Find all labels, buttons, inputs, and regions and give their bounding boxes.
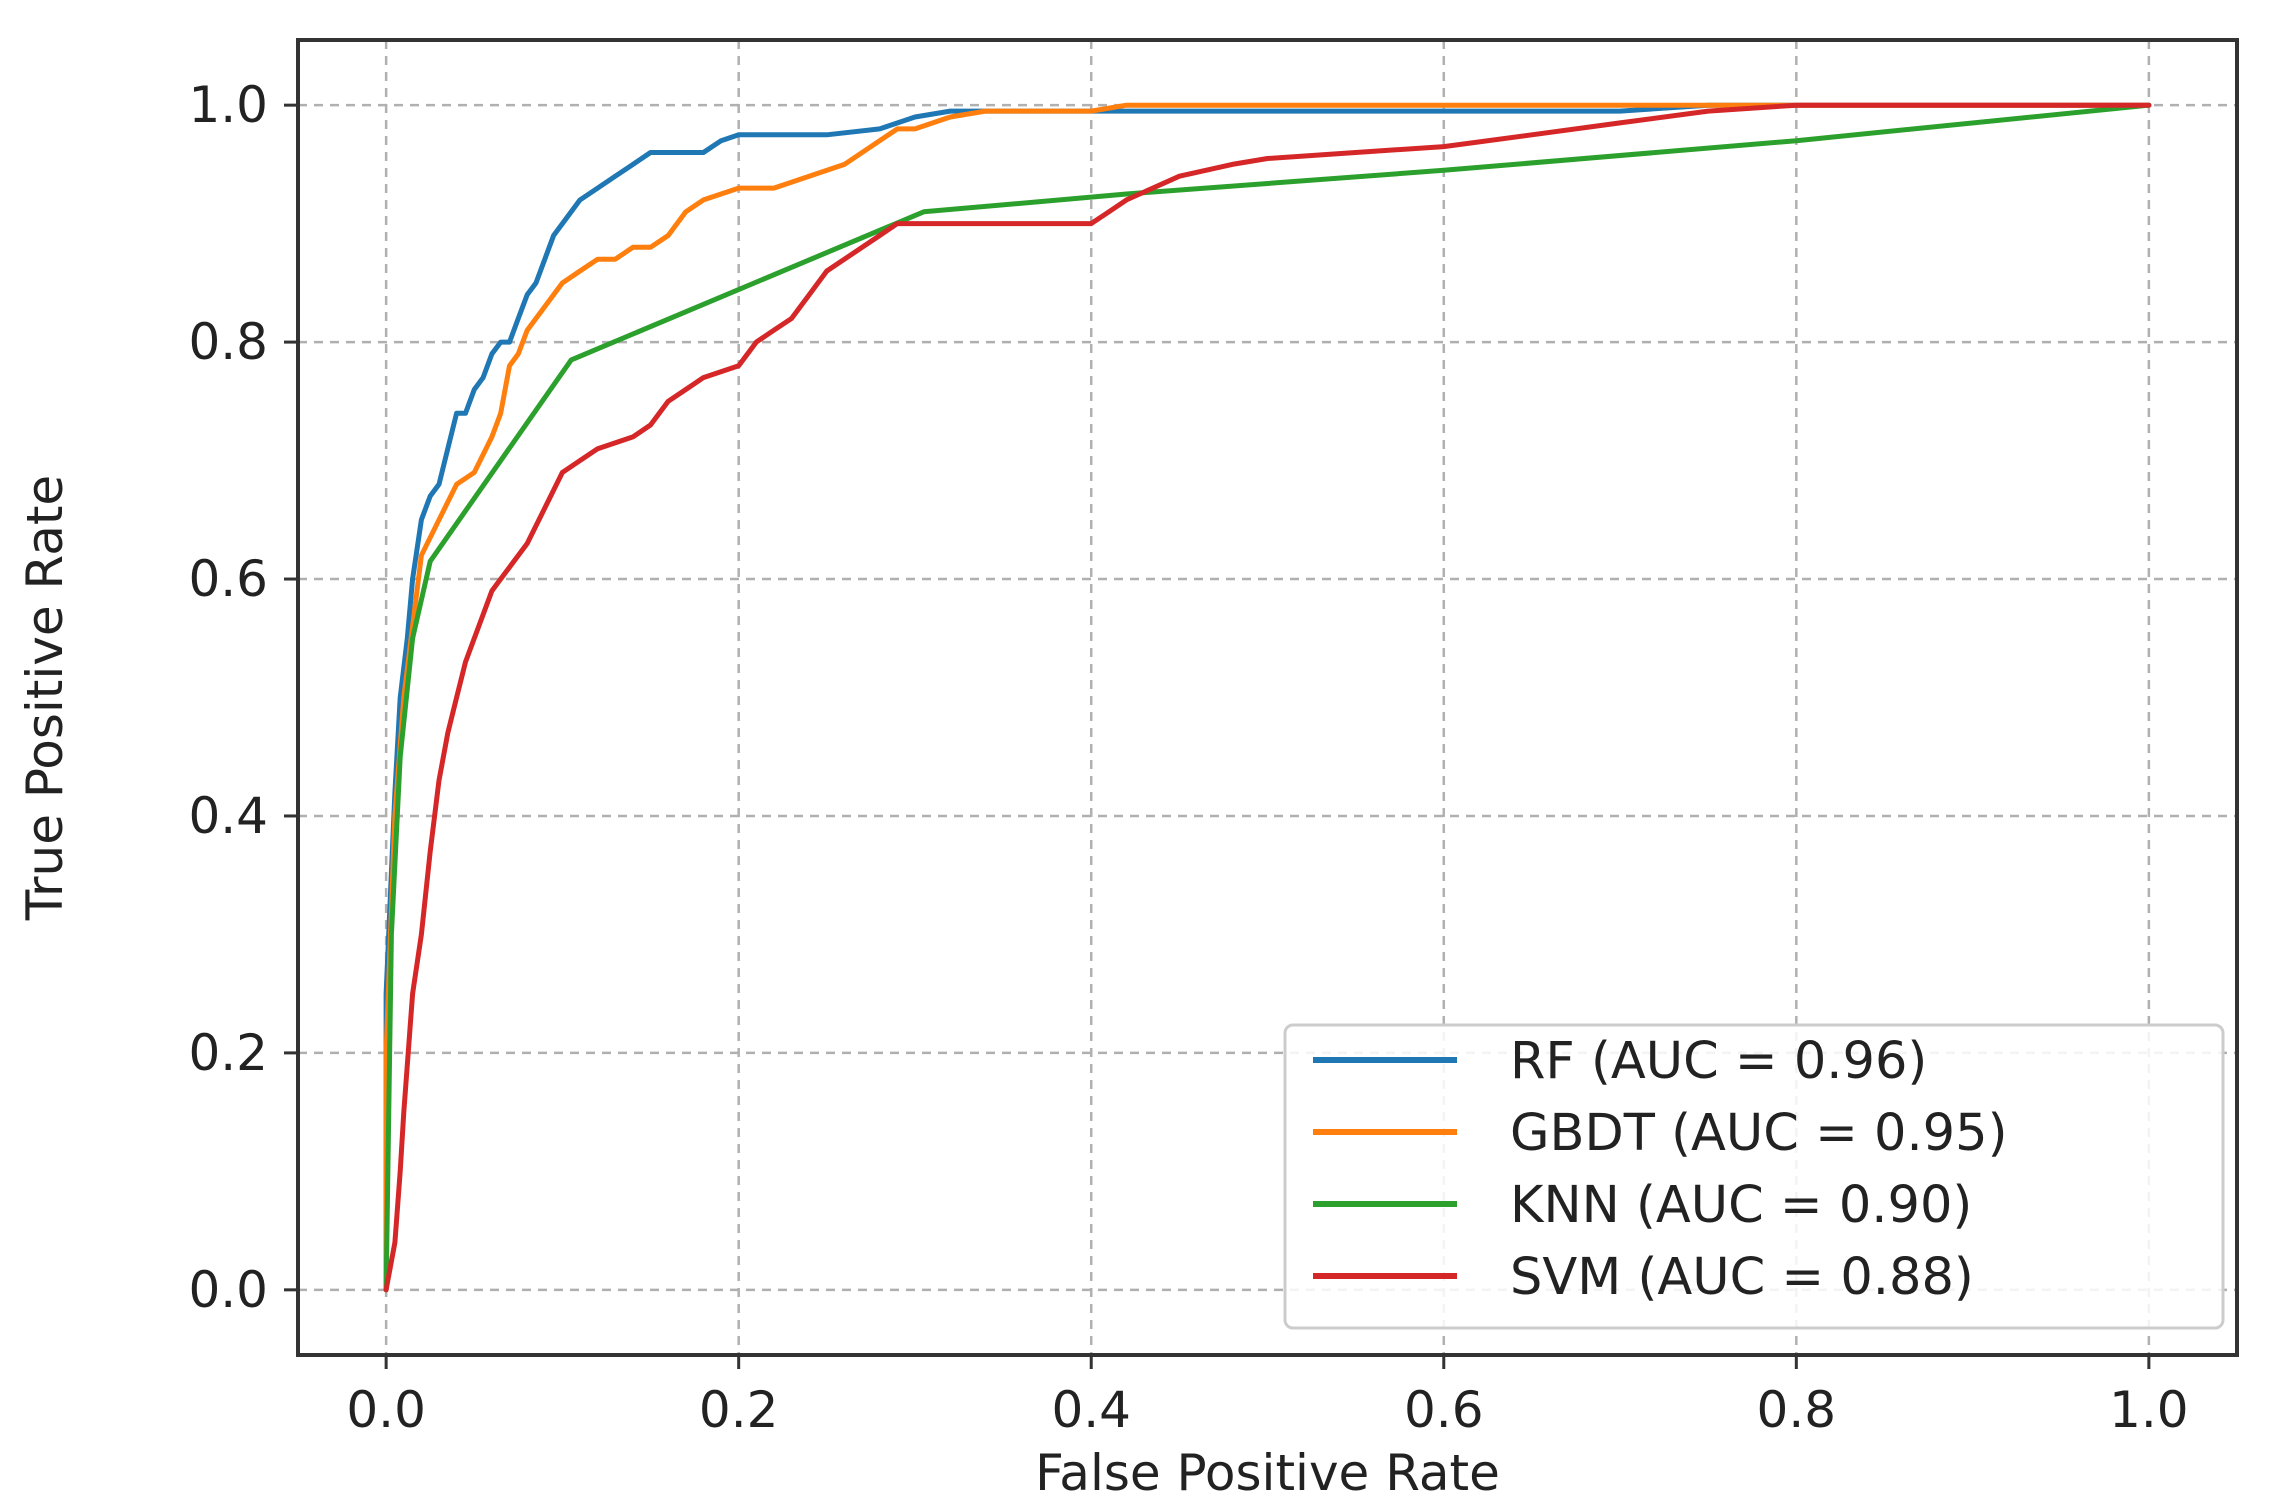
series-line-3 <box>383 102 2152 1293</box>
y-tick-label: 0.8 <box>188 313 268 371</box>
series-line-2 <box>383 102 2152 1293</box>
legend: RF (AUC = 0.96) GBDT (AUC = 0.95) KNN (AUC… <box>1283 1023 2225 1330</box>
x-tick-label: 0.2 <box>699 1381 779 1439</box>
legend-box <box>1283 1023 2225 1330</box>
x-tick-label: 0.0 <box>346 1381 426 1439</box>
plot-frame <box>296 38 2239 1357</box>
series-lines <box>383 102 2152 1293</box>
y-tick-label: 0.4 <box>188 787 268 845</box>
x-tick-label: 0.8 <box>1757 1381 1837 1439</box>
legend-label-1: GBDT (AUC = 0.95) <box>1510 1104 2007 1163</box>
y-axis-label: True Positive Rate <box>16 475 74 921</box>
y-tick-label: 0.0 <box>188 1261 268 1319</box>
legend-label-3: SVM (AUC = 0.88) <box>1510 1248 1974 1307</box>
x-axis-label: False Positive Rate <box>1035 1444 1500 1502</box>
x-tick-label: 0.4 <box>1051 1381 1131 1439</box>
legend-label-0: RF (AUC = 0.96) <box>1510 1032 1927 1091</box>
y-tick-label: 0.2 <box>188 1024 268 1082</box>
axis-ticks: 0.0 0.2 0.4 0.6 0.8 1.0 0.0 0.2 0.4 0.6 0.8 1.0 <box>188 76 2188 1439</box>
x-tick-label: 1.0 <box>2109 1381 2189 1439</box>
legend-label-2: KNN (AUC = 0.90) <box>1510 1176 1972 1235</box>
series-line-1 <box>383 102 2152 1293</box>
y-tick-label: 1.0 <box>188 76 268 134</box>
x-tick-label: 0.6 <box>1404 1381 1484 1439</box>
y-tick-label: 0.6 <box>188 550 268 608</box>
